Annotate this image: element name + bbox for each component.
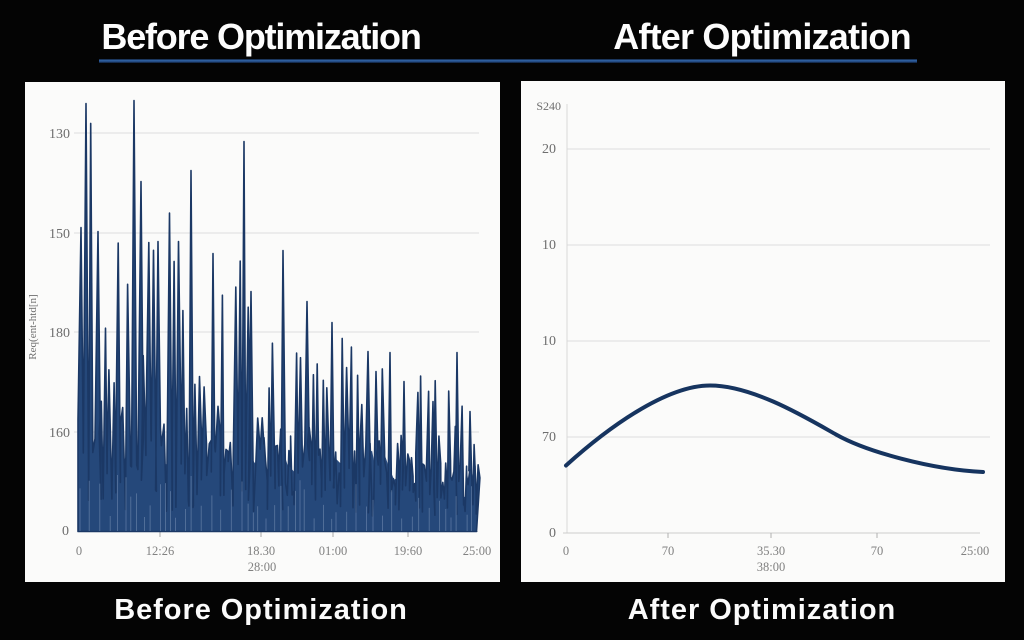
svg-text:25:00: 25:00: [463, 544, 491, 558]
svg-text:10: 10: [542, 334, 556, 349]
svg-text:35.30: 35.30: [757, 544, 785, 558]
svg-text:0: 0: [62, 524, 69, 539]
svg-text:70: 70: [542, 430, 556, 445]
svg-text:0: 0: [549, 526, 556, 541]
svg-text:25:00: 25:00: [961, 544, 989, 558]
svg-text:18.30: 18.30: [247, 544, 275, 558]
svg-text:12:26: 12:26: [146, 544, 174, 558]
svg-text:70: 70: [871, 544, 884, 558]
svg-text:20: 20: [542, 142, 556, 157]
svg-text:0: 0: [563, 544, 569, 558]
svg-text:19:60: 19:60: [394, 544, 422, 558]
svg-text:130: 130: [49, 127, 70, 142]
svg-text:Req(ent-htd[n]: Req(ent-htd[n]: [27, 294, 39, 359]
svg-text:70: 70: [662, 544, 675, 558]
svg-text:38:00: 38:00: [757, 560, 785, 574]
svg-text:160: 160: [49, 426, 70, 441]
svg-text:S240: S240: [536, 99, 561, 113]
svg-text:150: 150: [49, 227, 70, 242]
svg-text:180: 180: [49, 326, 70, 341]
svg-text:0: 0: [76, 544, 82, 558]
svg-text:01:00: 01:00: [319, 544, 347, 558]
svg-text:28:00: 28:00: [248, 560, 276, 574]
svg-text:10: 10: [542, 238, 556, 253]
